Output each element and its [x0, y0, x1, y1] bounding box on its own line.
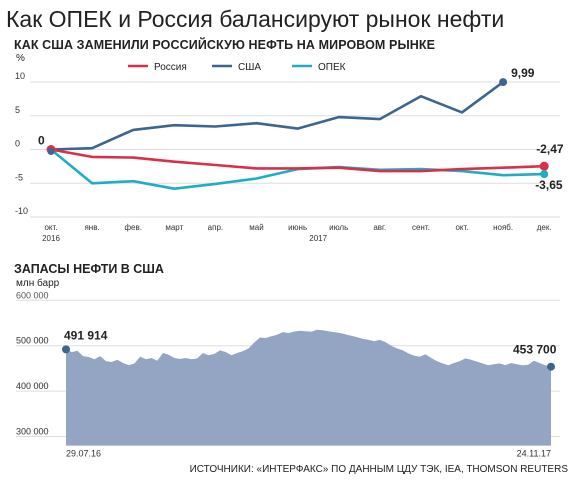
x-tick-label: дек.: [537, 223, 552, 232]
x-tick-label: авг.: [373, 223, 386, 232]
data-label: 491 914: [64, 328, 108, 342]
x-tick-label: фев.: [124, 223, 142, 232]
y-tick-label: 300 000: [16, 427, 49, 437]
y-tick-label: -10: [15, 206, 28, 216]
y-tick-label: 400 000: [16, 381, 49, 391]
x-tick-label: 24.11.17: [517, 449, 551, 459]
y-tick-label: 300 000: [16, 427, 49, 437]
data-label: -2,47: [536, 142, 564, 156]
data-point: [47, 148, 55, 155]
source-note: ИСТОЧНИКИ: «ИНТЕРФАКС» ПО ДАННЫМ ЦДУ ТЭК…: [189, 464, 568, 475]
line-chart: 10 5 0 -5 -10 окт. янв. фев. март апр. май июнь июль…: [15, 62, 564, 243]
y-tick-label: 500 000: [16, 336, 49, 346]
x-tick-label: окт.: [455, 223, 468, 232]
x-tick-label: окт.: [44, 223, 57, 232]
series-line: [49, 148, 546, 173]
x-tick-label: сент.: [412, 223, 430, 232]
y-tick-label: 5: [15, 105, 20, 115]
line-chart-title: КАК США ЗАМЕНИЛИ РОССИЙСКУЮ НЕФТЬ НА МИР…: [14, 38, 436, 52]
data-label: 9,99: [511, 66, 535, 80]
x-tick-label: май: [249, 223, 263, 232]
data-label: 453 700: [513, 343, 557, 357]
y-tick-label: -5: [15, 172, 23, 182]
area-chart-title: ЗАПАСЫ НЕФТИ В США: [14, 262, 164, 276]
data-point: [62, 345, 70, 354]
year-label: 2017: [309, 234, 327, 243]
x-tick-label: 29.07.16: [66, 449, 101, 459]
legend-label: ОПЕК: [318, 62, 346, 73]
x-tick-label: июнь: [288, 223, 307, 232]
y-tick-label: 400 000: [16, 381, 49, 391]
x-tick-label: нояб.: [493, 223, 513, 232]
legend-label: Россия: [154, 62, 187, 73]
area-chart-unit: млн барр: [16, 278, 60, 289]
data-point: [547, 362, 555, 371]
x-tick-label: апр.: [208, 223, 223, 232]
y-tick-label: 0: [15, 139, 20, 149]
page-title: Как ОПЕК и Россия балансируют рынок нефт…: [6, 6, 505, 32]
data-point: [539, 161, 549, 171]
y-tick-label: 600 000: [16, 290, 49, 300]
data-label: -3,65: [535, 178, 563, 192]
line-chart-unit: %: [16, 53, 25, 64]
data-point: [540, 170, 549, 179]
x-tick-label: март: [165, 223, 183, 232]
data-point: [499, 78, 508, 87]
year-label: 2016: [42, 234, 60, 243]
x-tick-label: янв.: [84, 223, 99, 232]
y-tick-label: 500 000: [16, 336, 49, 346]
legend-label: США: [238, 62, 261, 73]
y-tick-label: 10: [15, 71, 25, 81]
x-tick-label: июль: [329, 223, 348, 232]
series-line: [49, 80, 505, 151]
area-fill: [66, 329, 551, 446]
data-label: 0: [38, 134, 45, 148]
